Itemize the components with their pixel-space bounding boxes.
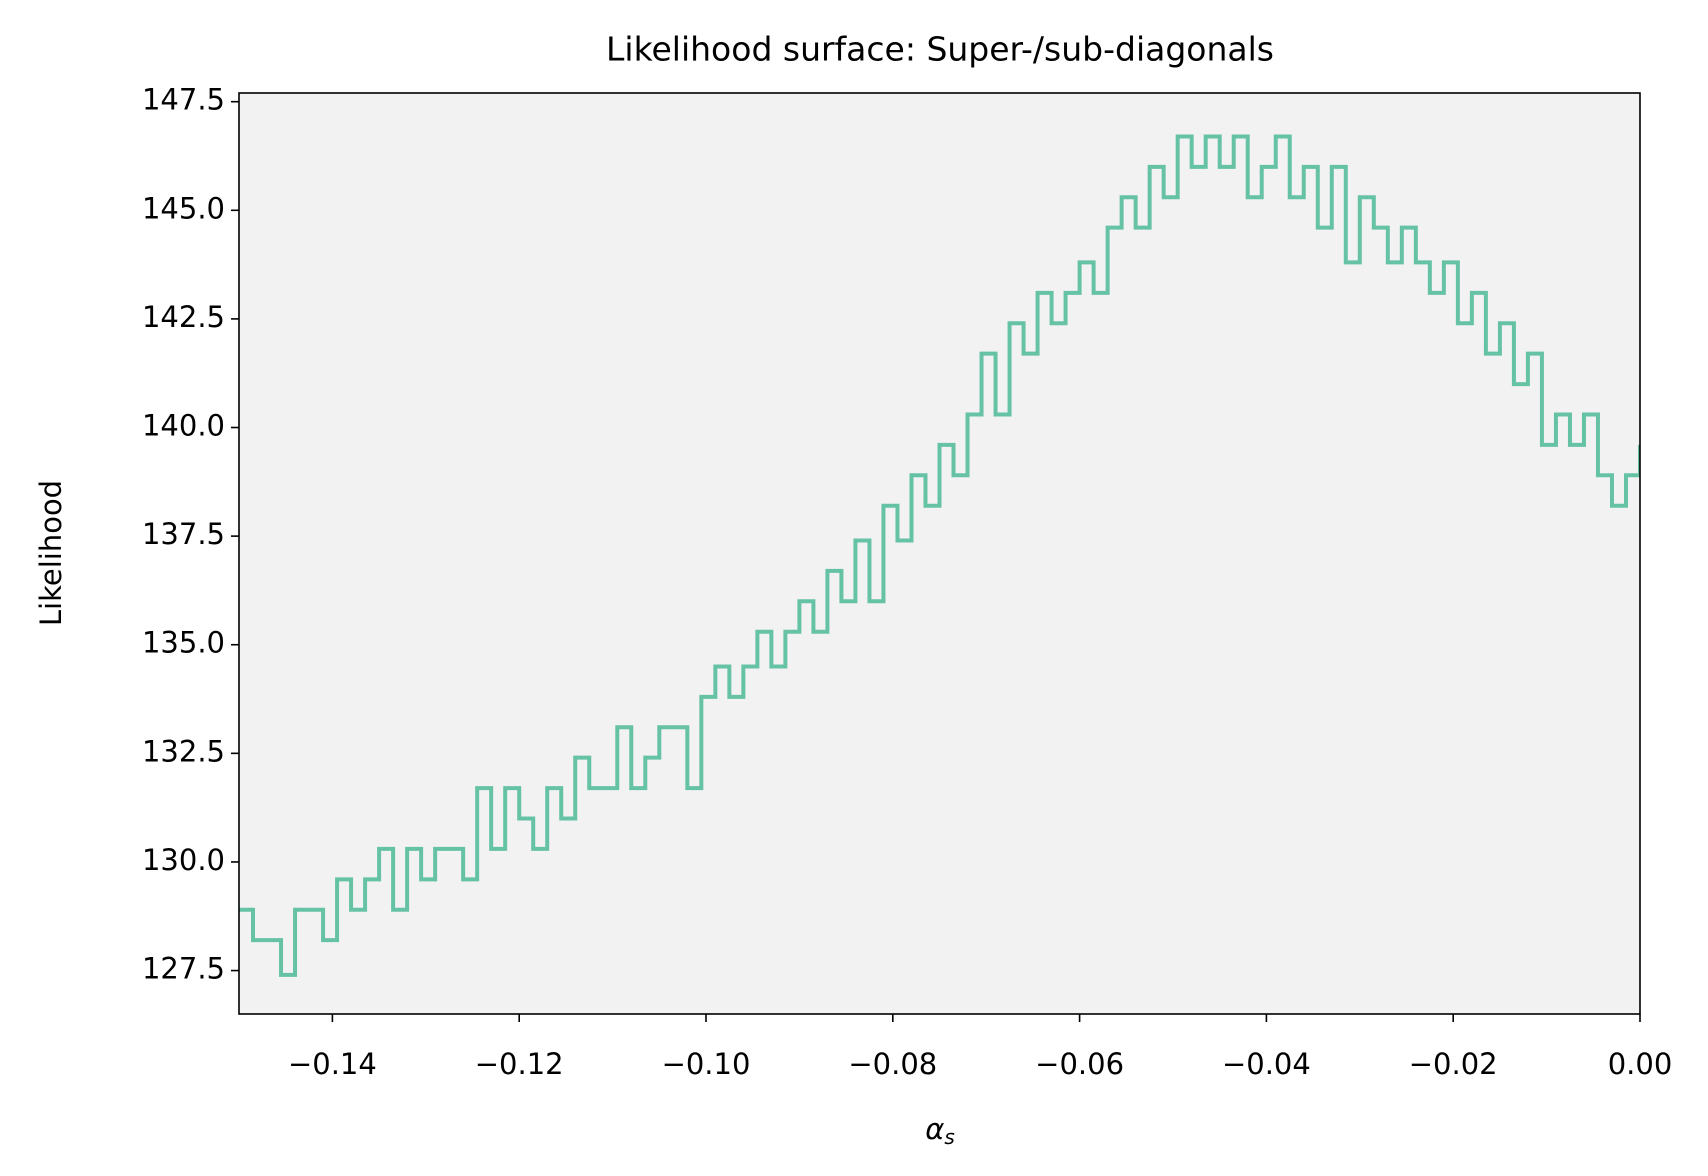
x-tick-label: −0.10 [662, 1047, 751, 1081]
x-tick-label: 0.00 [1608, 1047, 1673, 1081]
x-axis-label: αs [925, 1112, 955, 1149]
y-tick-label: 147.5 [142, 83, 225, 117]
x-tick-label: −0.06 [1035, 1047, 1124, 1081]
plot-clip [239, 134, 1640, 977]
x-tick-label: −0.14 [288, 1047, 377, 1081]
y-axis-label: Likelihood [34, 480, 68, 626]
y-tick-label: 145.0 [142, 191, 225, 225]
plot-frame [238, 92, 1641, 1015]
y-tick-label: 142.5 [142, 300, 225, 334]
x-tick-label: −0.04 [1222, 1047, 1311, 1081]
x-label-symbol: α [925, 1112, 944, 1146]
data-line [239, 134, 1640, 977]
chart-title: Likelihood surface: Super-/sub-diagonals [606, 30, 1274, 69]
x-label-subscript: s [944, 1125, 954, 1149]
x-tick-label: −0.02 [1409, 1047, 1498, 1081]
x-tick-label: −0.12 [475, 1047, 564, 1081]
y-tick-label: 130.0 [142, 843, 225, 877]
y-tick-label: 127.5 [142, 952, 225, 986]
y-tick-label: 137.5 [142, 517, 225, 551]
y-tick-label: 140.0 [142, 409, 225, 443]
y-tick-label: 135.0 [142, 626, 225, 660]
x-tick-label: −0.08 [848, 1047, 937, 1081]
y-tick-label: 132.5 [142, 734, 225, 768]
plot-background [239, 93, 1640, 1014]
